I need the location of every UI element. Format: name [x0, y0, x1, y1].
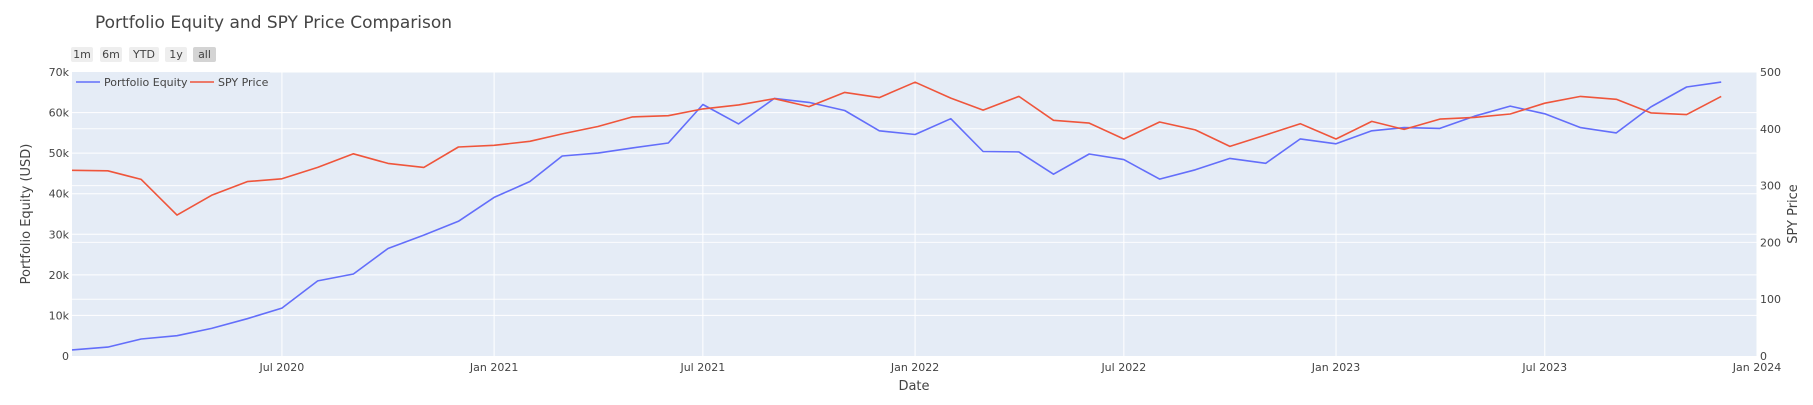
gridlines	[72, 71, 1758, 356]
series-line-portfolio-equity	[71, 81, 1722, 351]
range-button-1y[interactable]: 1y	[165, 47, 187, 62]
x-tick-label-4: Jul 2022	[1100, 361, 1146, 374]
range-button-ytd[interactable]: YTD	[129, 47, 159, 62]
y-right-tick-label-4: 400	[1760, 123, 1781, 136]
y-left-tick-label-2: 20k	[49, 269, 70, 282]
x-axis-title: Date	[898, 379, 929, 394]
y-right-tick-label-3: 300	[1760, 180, 1781, 193]
x-tick-label-0: Jul 2020	[259, 361, 305, 374]
y-right-tick-labels: 0 100 200 300 400 500	[1760, 66, 1781, 363]
range-button-all[interactable]: all	[193, 47, 216, 62]
y-left-axis-title: Portfolio Equity (USD)	[19, 144, 34, 285]
x-tick-label-1: Jan 2021	[469, 361, 518, 374]
x-tick-labels: Jul 2020 Jan 2021 Jul 2021 Jan 2022 Jul 2022…	[259, 361, 1782, 374]
y-right-axis-title: SPY Price	[1786, 184, 1801, 244]
series-line-spy-price	[71, 81, 1722, 216]
legend: Portfolio Equity SPY Price	[72, 72, 270, 92]
x-tick-label-7: Jan 2024	[1732, 361, 1781, 374]
y-left-tick-label-4: 40k	[49, 188, 70, 201]
y-left-tick-labels: 0 10k 20k 30k 40k 50k 60k 70k	[49, 66, 70, 363]
y-right-tick-label-0: 0	[1760, 350, 1767, 363]
y-left-tick-label-6: 60k	[49, 107, 70, 120]
y-left-tick-label-1: 10k	[49, 309, 70, 322]
range-button-1m[interactable]: 1m	[71, 47, 93, 62]
y-left-tick-label-5: 50k	[49, 147, 70, 160]
series-layer	[71, 81, 1722, 351]
x-tick-label-5: Jan 2023	[1311, 361, 1360, 374]
y-left-tick-label-3: 30k	[49, 228, 70, 241]
y-right-tick-label-1: 100	[1760, 293, 1781, 306]
x-tick-label-6: Jul 2023	[1521, 361, 1567, 374]
legend-label-spy: SPY Price	[218, 76, 269, 89]
plot-background	[72, 72, 1757, 356]
x-tick-label-3: Jan 2022	[890, 361, 939, 374]
chart-title: Portfolio Equity and SPY Price Compariso…	[95, 13, 452, 33]
range-button-6m[interactable]: 6m	[100, 47, 122, 62]
x-tick-label-2: Jul 2021	[679, 361, 725, 374]
legend-label-portfolio: Portfolio Equity	[104, 76, 188, 89]
y-right-tick-label-2: 200	[1760, 236, 1781, 249]
y-left-tick-label-0: 0	[62, 350, 69, 363]
y-left-tick-label-7: 70k	[49, 66, 70, 79]
legend-background	[72, 72, 270, 92]
y-right-tick-label-5: 500	[1760, 66, 1781, 79]
